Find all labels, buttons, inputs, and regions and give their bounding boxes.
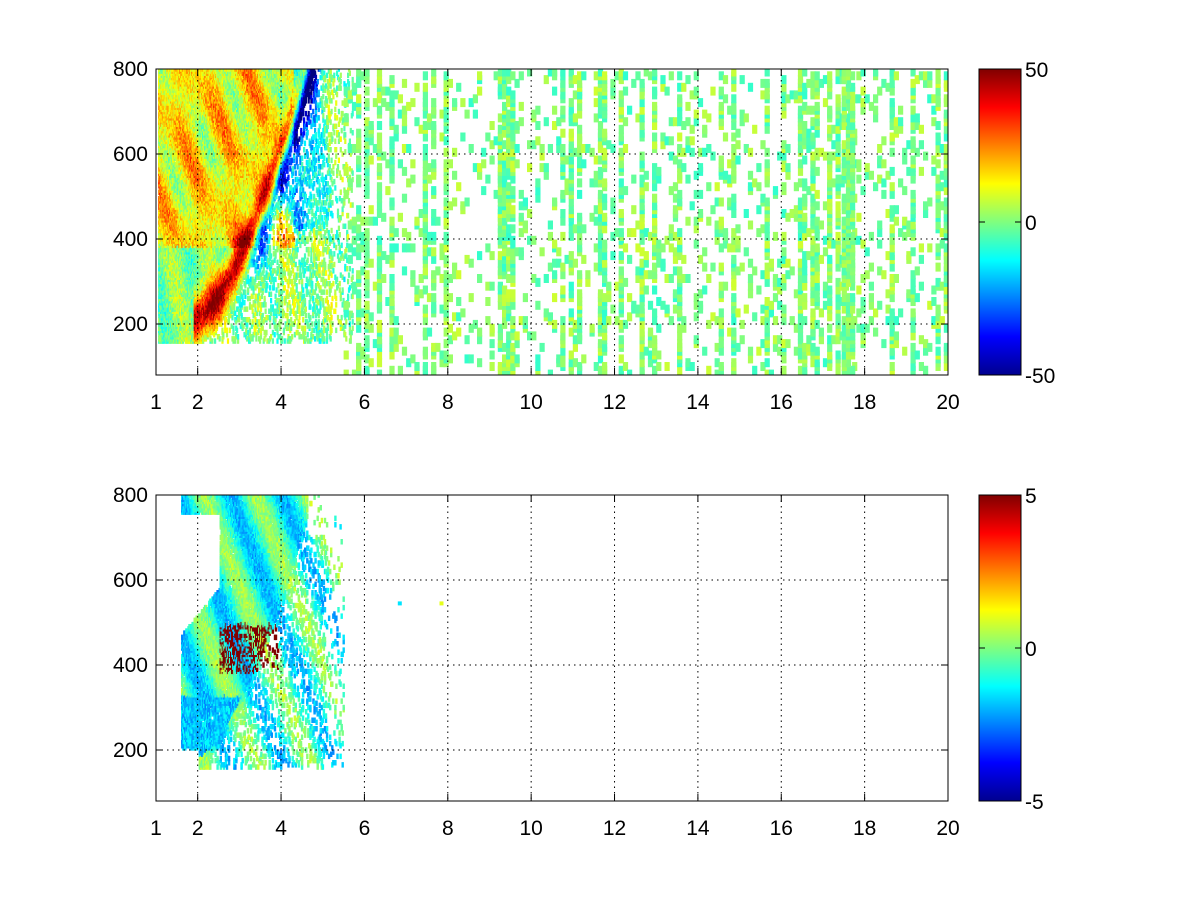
heatmap-cell (165, 198, 168, 204)
top-heatmap-cells (158, 69, 948, 375)
heatmap-cell (164, 327, 167, 334)
